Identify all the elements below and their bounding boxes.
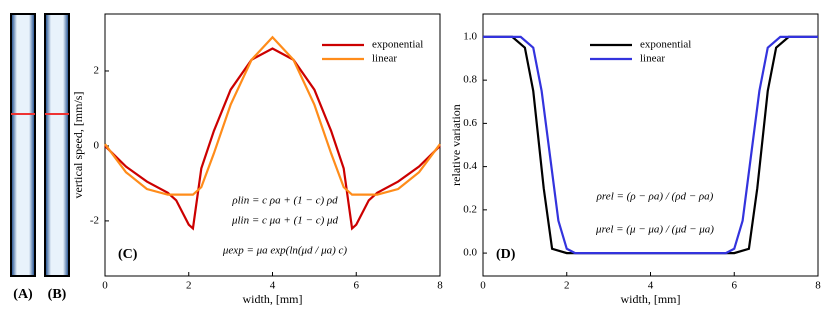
y-tick-label: 0.4: [463, 160, 477, 172]
y-tick-label: 0.0: [463, 247, 477, 259]
series-line: [483, 35, 818, 255]
series-line: [104, 35, 441, 196]
annotation: μexp = μa exp(ln(μd / μa) c): [222, 245, 348, 257]
x-axis-label: width, [mm]: [243, 292, 303, 306]
legend-label: linear: [372, 53, 397, 65]
annotation: (C): [118, 247, 138, 262]
x-tick-label: 0: [480, 280, 486, 292]
x-axis-label: width, [mm]: [621, 292, 681, 306]
x-tick-label: 0: [102, 280, 108, 292]
series-line: [483, 35, 818, 255]
y-tick-label: 0.8: [463, 74, 477, 86]
y-axis-label: relative variation: [449, 104, 463, 186]
x-tick-label: 4: [648, 280, 654, 292]
annotation: μrel = (μ − μa) / (μd − μa): [595, 224, 714, 236]
legend-label: exponential: [640, 39, 691, 51]
annotation: μlin = c μa + (1 − c) μd: [231, 215, 339, 227]
y-tick-label: 0: [94, 139, 100, 151]
y-tick-label: 0.6: [463, 117, 477, 129]
legend-label: linear: [640, 53, 665, 65]
series-line: [104, 47, 441, 231]
y-axis-label: vertical speed, [mm/s]: [71, 92, 85, 199]
annotation: ρlin = c ρa + (1 − c) ρd: [231, 195, 338, 207]
x-tick-label: 2: [186, 280, 192, 292]
panel-b: (B): [44, 13, 70, 302]
x-tick-label: 8: [437, 280, 443, 292]
y-tick-label: 1.0: [463, 30, 477, 42]
x-tick-label: 4: [270, 280, 276, 292]
panel-label: (A): [13, 287, 33, 302]
annotation: ρrel = (ρ − ρa) / (ρd − ρa): [596, 191, 714, 203]
x-tick-label: 6: [732, 280, 738, 292]
x-tick-label: 6: [354, 280, 360, 292]
y-tick-label: 0.2: [463, 203, 477, 215]
y-tick-label: -2: [90, 214, 99, 226]
y-tick-label: 2: [94, 65, 100, 77]
annotation: (D): [496, 247, 516, 262]
panel-a: (A): [10, 13, 36, 302]
panel-label: (B): [48, 287, 67, 302]
x-tick-label: 8: [815, 280, 821, 292]
legend-label: exponential: [372, 39, 423, 51]
x-tick-label: 2: [564, 280, 570, 292]
